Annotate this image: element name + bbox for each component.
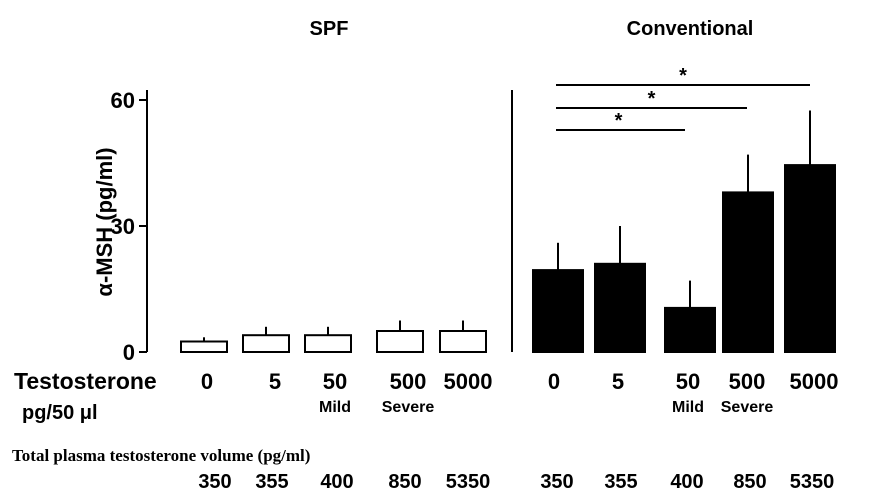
spf-bar-1 — [242, 334, 290, 354]
conventional-bar-4 — [784, 164, 836, 353]
spf-bar-3 — [376, 330, 424, 353]
conventional-category-label-0: 0 — [548, 369, 560, 394]
spf-plasma-value-4: 5350 — [446, 471, 491, 493]
bars-layer — [180, 110, 836, 354]
significance-star-1: * — [648, 88, 656, 110]
spf-bar-0 — [180, 340, 228, 353]
conventional-plasma-value-1: 355 — [604, 471, 637, 493]
conventional-bar-0 — [532, 269, 584, 354]
conventional-category-label-3: 500 — [729, 369, 766, 394]
significance-star-0: * — [615, 110, 623, 132]
conventional-panel-title: Conventional — [627, 18, 754, 40]
axis-layer: α-MSH (pg/ml) — [92, 90, 513, 352]
spf-bar-4 — [439, 330, 487, 353]
conventional-bar-1 — [594, 262, 646, 353]
spf-category-label-4: 5000 — [444, 369, 493, 394]
conventional-bar-3 — [722, 191, 774, 353]
conventional-severity-label-3: Severe — [721, 399, 774, 416]
spf-plasma-value-0: 350 — [198, 471, 231, 493]
spf-plasma-value-1: 355 — [255, 471, 288, 493]
y-tick-label-1: 30 — [111, 214, 135, 239]
significance-layer: * * * — [556, 65, 810, 132]
conventional-category-label-1: 5 — [612, 369, 624, 394]
tick-layer: 0 30 60 — [111, 88, 147, 365]
spf-plasma-value-2: 400 — [320, 471, 353, 493]
testosterone-row-label: Testosterone — [14, 368, 157, 394]
conventional-plasma-value-3: 850 — [733, 471, 766, 493]
conventional-plasma-value-4: 5350 — [790, 471, 835, 493]
label-layer: Testosterone pg/50 μl Total plasma testo… — [12, 18, 838, 493]
conventional-bar-2 — [664, 306, 716, 353]
spf-category-label-3: 500 — [390, 369, 427, 394]
spf-bar-2 — [304, 334, 352, 354]
plasma-testosterone-label: Total plasma testosterone volume (pg/ml) — [12, 446, 310, 465]
conventional-category-label-4: 5000 — [790, 369, 839, 394]
y-tick-label-2: 60 — [111, 88, 135, 113]
spf-severity-label-2: Mild — [319, 399, 351, 416]
conventional-plasma-value-0: 350 — [540, 471, 573, 493]
spf-panel-title: SPF — [310, 18, 349, 40]
conventional-severity-label-2: Mild — [672, 399, 704, 416]
y-tick-label-0: 0 — [123, 340, 135, 365]
spf-severity-label-3: Severe — [382, 399, 435, 416]
conventional-category-label-2: 50 — [676, 369, 700, 394]
conventional-plasma-value-2: 400 — [670, 471, 703, 493]
significance-star-2: * — [679, 65, 687, 87]
testosterone-unit-label: pg/50 μl — [22, 402, 98, 424]
spf-category-label-2: 50 — [323, 369, 347, 394]
spf-category-label-1: 5 — [269, 369, 281, 394]
spf-plasma-value-3: 850 — [388, 471, 421, 493]
spf-category-label-0: 0 — [201, 369, 213, 394]
y-axis-label: α-MSH (pg/ml) — [92, 147, 117, 296]
